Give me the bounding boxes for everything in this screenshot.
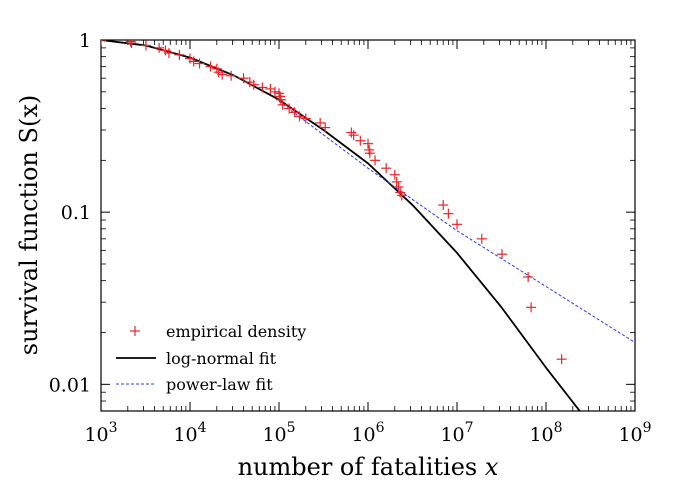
series-layer [101,40,635,411]
x-tick-label: 106 [351,420,384,446]
legend-entry-empirical: empirical density [130,322,306,341]
data-point [391,176,402,187]
data-point [140,40,151,51]
data-point [125,40,136,47]
data-point [248,79,259,90]
x-tick-label: 103 [84,420,117,446]
data-point [284,103,295,114]
data-point [188,56,199,67]
data-point [154,42,165,53]
x-tick-label: 109 [618,420,651,446]
data-point [257,82,268,93]
x-tick-label: 108 [529,420,562,446]
x-tick-labels: 103 104 105 106 107 108 109 [84,420,651,446]
data-point [101,40,106,45]
data-point [443,208,454,219]
log-normal-fit-line [101,40,581,411]
x-tick-label: 105 [262,420,295,446]
y-tick-label: 0.01 [49,374,91,396]
data-point [275,94,286,105]
y-tick-label: 0.1 [61,202,91,224]
y-tick-labels: 1 0.1 0.01 [49,30,91,396]
x-tick-label: 107 [440,420,473,446]
data-point [126,40,137,49]
data-point [438,200,449,211]
data-point [381,163,392,174]
data-point [269,86,280,97]
data-point [238,73,249,84]
data-point [226,70,237,81]
legend-label-lognormal: log-normal fit [166,349,277,368]
data-point [163,48,174,59]
data-point [370,155,381,166]
data-point [363,138,373,149]
data-point [320,122,331,133]
legend-label-empirical: empirical density [166,322,306,341]
data-point [496,249,507,260]
y-axis-title-function: S(x) [15,95,43,144]
data-point [355,135,366,146]
data-point [396,190,407,201]
data-point [294,111,305,122]
data-point [364,148,375,159]
legend: empirical density log-normal fit power-l… [116,322,306,394]
data-point [289,107,300,118]
data-point [348,130,359,141]
data-point [300,113,311,124]
power-law-fit-line [278,100,635,343]
x-axis-title-variable: x [485,453,499,481]
y-axis-title-text: survival function [15,151,43,355]
data-point [174,49,185,60]
data-point [526,302,537,313]
data-point [346,127,357,138]
legend-entry-lognormal: log-normal fit [116,349,277,368]
data-point [315,117,326,128]
data-point [389,169,400,180]
y-tick-label: 1 [79,30,91,52]
data-point [523,272,534,283]
data-point [205,61,216,72]
data-point [217,69,228,80]
x-axis-title: number of fatalities x [238,453,499,481]
y-axis-title: survival function S(x) [15,95,43,355]
data-point [277,99,288,110]
data-point [452,219,462,230]
legend-entry-powerlaw: power-law fit [116,375,273,394]
legend-label-powerlaw: power-law fit [166,375,273,394]
axis-ticks [100,39,636,412]
x-axis-title-text: number of fatalities [238,453,478,481]
data-point [556,354,567,365]
data-point [476,233,487,244]
data-point [393,182,404,193]
data-point [194,58,205,69]
x-tick-label: 104 [173,420,206,446]
